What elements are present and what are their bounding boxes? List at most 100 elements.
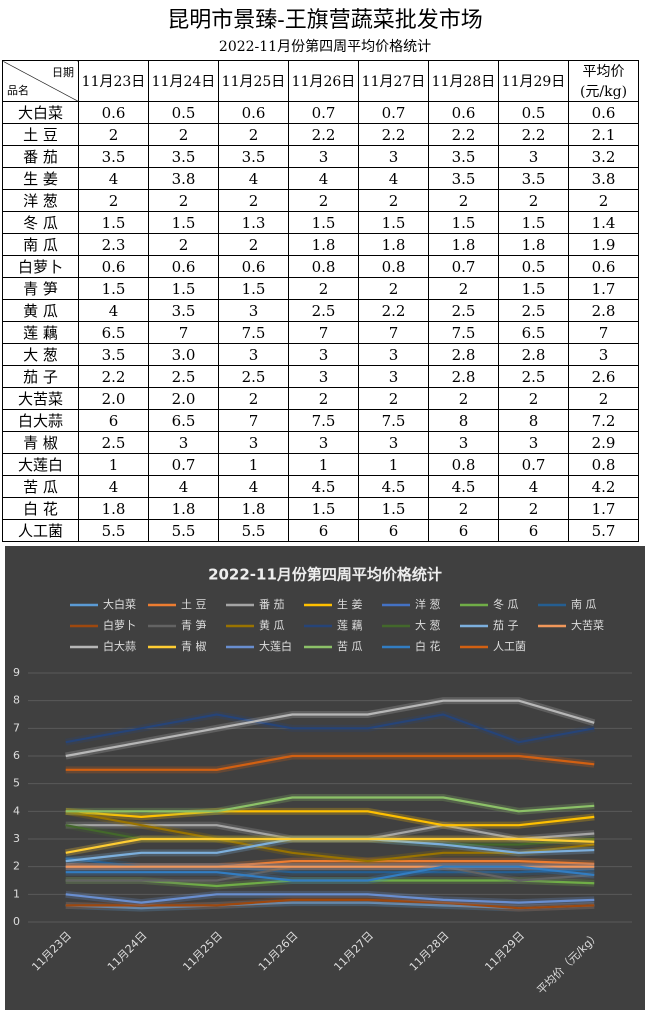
price-cell: 3 (288, 431, 359, 454)
price-cell: 8 (428, 409, 499, 432)
price-cell: 2.5 (498, 299, 569, 322)
legend-label: 番 茄 (259, 597, 285, 611)
price-cell: 1.4 (568, 211, 639, 234)
price-cell: 2 (428, 189, 499, 212)
name-cell: 茄 子 (2, 365, 79, 388)
price-cell: 1.7 (568, 277, 639, 300)
price-cell: 2.2 (78, 365, 149, 388)
price-cell: 0.5 (498, 101, 569, 124)
series-line (65, 837, 595, 854)
price-cell: 3.8 (148, 167, 219, 190)
price-cell: 1.5 (288, 497, 359, 520)
legend-label: 茄 子 (493, 618, 519, 632)
price-cell: 2.5 (78, 431, 149, 454)
avg-header-line: 平均价 (582, 64, 625, 80)
legend-label: 人工菌 (493, 640, 526, 653)
price-cell: 2 (358, 277, 429, 300)
price-cell: 1.5 (148, 277, 219, 300)
price-cell: 5.7 (568, 519, 639, 542)
price-cell: 2 (78, 123, 149, 146)
name-cell: 冬 瓜 (2, 211, 79, 234)
price-cell: 2 (218, 387, 289, 410)
price-cell: 0.8 (428, 453, 499, 476)
price-cell: 2.2 (358, 123, 429, 146)
table-row: 人工菌 5.5 5.5 5.5 6 6 6 6 5.7 (2, 519, 639, 542)
y-tick-label: 1 (13, 887, 20, 900)
name-cell: 白萝卜 (2, 255, 79, 278)
price-cell: 0.6 (78, 255, 149, 278)
price-cell: 4.5 (428, 475, 499, 498)
table-row: 黄 瓜 4 3.5 3 2.5 2.2 2.5 2.5 2.8 (2, 299, 639, 322)
price-cell: 3 (358, 365, 429, 388)
price-cell: 8 (498, 409, 569, 432)
price-cell: 1.8 (428, 233, 499, 256)
price-cell: 2.3 (78, 233, 149, 256)
price-cell: 3 (148, 431, 219, 454)
price-cell: 2.5 (498, 365, 569, 388)
price-cell: 2.8 (428, 365, 499, 388)
price-cell: 1.5 (358, 497, 429, 520)
price-cell: 2.5 (218, 365, 289, 388)
price-cell: 3 (568, 343, 639, 366)
price-cell: 1 (358, 453, 429, 476)
legend-label: 大 葱 (415, 618, 441, 632)
price-cell: 3 (218, 431, 289, 454)
price-cell: 3 (218, 343, 289, 366)
series-line (65, 893, 595, 904)
name-cell: 人工菌 (2, 519, 79, 542)
legend-label: 大莲白 (259, 639, 292, 653)
price-cell: 0.5 (498, 255, 569, 278)
price-cell: 1.5 (428, 211, 499, 234)
price-cell: 6.5 (78, 321, 149, 344)
legend-label: 大白菜 (103, 597, 136, 611)
price-cell: 5.5 (78, 519, 149, 542)
price-cell: 7 (358, 321, 429, 344)
price-cell: 1.8 (218, 497, 289, 520)
price-cell: 2.1 (568, 123, 639, 146)
price-table: 日期 品名 11月23日 11月24日 11月25日 11月26日 11月27日 11月28日… (2, 60, 639, 542)
price-cell: 2.2 (428, 123, 499, 146)
price-cell: 3.5 (218, 145, 289, 168)
name-cell: 大 葱 (2, 343, 79, 366)
price-cell: 2 (148, 189, 219, 212)
price-cell: 6.5 (498, 321, 569, 344)
price-cell: 1.5 (78, 277, 149, 300)
price-cell: 0.6 (218, 255, 289, 278)
price-cell: 2 (428, 497, 499, 520)
table-row: 大莲白 1 0.7 1 1 1 0.8 0.7 0.8 (2, 453, 639, 476)
legend-label: 青 笋 (181, 618, 207, 632)
legend-label: 土 豆 (181, 598, 207, 611)
price-cell: 3 (498, 431, 569, 454)
table-row: 白大蒜 6 6.5 7 7.5 7.5 8 8 7.2 (2, 409, 639, 432)
price-cell: 1.5 (218, 277, 289, 300)
price-cell: 0.7 (498, 453, 569, 476)
y-tick-label: 9 (13, 666, 20, 679)
price-cell: 0.7 (148, 453, 219, 476)
price-cell: 2 (218, 189, 289, 212)
price-cell: 1.8 (148, 497, 219, 520)
price-cell: 2 (288, 189, 359, 212)
price-cell: 7.5 (428, 321, 499, 344)
price-cell: 4.5 (288, 475, 359, 498)
price-cell: 1.3 (218, 211, 289, 234)
price-cell: 7.2 (568, 409, 639, 432)
series-line (65, 898, 595, 910)
column-header: 11月28日 (428, 60, 499, 102)
price-cell: 2 (288, 277, 359, 300)
name-cell: 白大蒜 (2, 409, 79, 432)
price-cell: 3 (428, 431, 499, 454)
table-row: 白萝卜 0.6 0.6 0.6 0.8 0.8 0.7 0.5 0.6 (2, 255, 639, 278)
price-cell: 0.7 (428, 255, 499, 278)
price-cell: 2 (568, 387, 639, 410)
table-row: 番 茄 3.5 3.5 3.5 3 3 3.5 3 3.2 (2, 145, 639, 168)
name-cell: 番 茄 (2, 145, 79, 168)
price-cell: 0.6 (428, 101, 499, 124)
price-cell: 0.8 (288, 255, 359, 278)
legend-label: 生 姜 (337, 597, 363, 611)
price-cell: 2 (358, 387, 429, 410)
avg-header-line: (元/kg) (579, 84, 628, 100)
price-cell: 1.8 (358, 233, 429, 256)
price-cell: 1.5 (288, 211, 359, 234)
name-cell: 大苦菜 (2, 387, 79, 410)
column-header: 11月24日 (148, 60, 219, 102)
